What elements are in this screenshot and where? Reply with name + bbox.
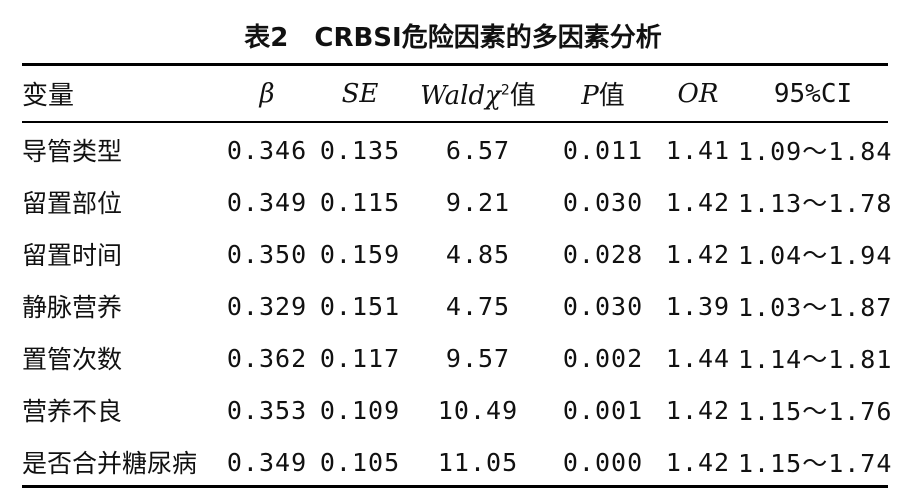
header-p: P值 (548, 66, 658, 121)
cell-or: 1.39 (665, 291, 731, 321)
cell-variable: 静脉营养 (22, 293, 123, 322)
header-variable: 变量 (22, 81, 75, 111)
cell-se: 0.109 (319, 395, 401, 425)
cell-wald: 10.49 (437, 395, 519, 425)
cell-wald: 11.05 (437, 447, 519, 477)
header-ci: 95%CI (773, 78, 853, 109)
header-wald-chi: χ (485, 81, 501, 111)
table-row: 置管次数 0.362 0.117 9.57 0.002 1.44 1.14～1.… (22, 332, 893, 384)
cell-beta: 0.362 (226, 343, 308, 373)
table-row: 是否合并糖尿病 0.349 0.105 11.05 0.000 1.42 1.1… (22, 436, 893, 488)
cell-beta: 0.350 (226, 239, 308, 269)
header-wald-sup: 2 (500, 82, 510, 99)
cell-se: 0.115 (319, 187, 401, 217)
header-se: SE (341, 78, 379, 109)
table-row: 留置时间 0.350 0.159 4.85 0.028 1.42 1.04～1.… (22, 228, 893, 280)
cell-variable: 导管类型 (22, 137, 123, 166)
cell-ci: 1.15～1.74 (738, 449, 893, 478)
cell-se: 0.105 (319, 447, 401, 477)
cell-wald: 6.57 (445, 135, 511, 165)
cell-ci: 1.09～1.84 (738, 137, 893, 166)
header-wald: Waldχ2值 (408, 66, 548, 121)
cell-p: 0.011 (562, 135, 644, 165)
cell-ci: 1.14～1.81 (738, 345, 893, 374)
cell-ci: 1.15～1.76 (738, 397, 893, 426)
header-beta: β (259, 78, 275, 109)
header-p-suffix: 值 (598, 81, 625, 111)
header-row: 变量 β SE Waldχ2值 P值 OR 95%CI (22, 66, 888, 121)
cell-variable: 留置部位 (22, 189, 123, 218)
cell-p: 0.028 (562, 239, 644, 269)
cell-or: 1.42 (665, 187, 731, 217)
cell-p: 0.002 (562, 343, 644, 373)
cell-p: 0.001 (562, 395, 644, 425)
cell-se: 0.159 (319, 239, 401, 269)
cell-or: 1.42 (665, 395, 731, 425)
cell-beta: 0.346 (226, 135, 308, 165)
cell-beta: 0.329 (226, 291, 308, 321)
cell-variable: 营养不良 (22, 397, 123, 426)
cell-beta: 0.349 (226, 447, 308, 477)
regression-table: 变量 β SE Waldχ2值 P值 OR 95%CI 导管类型 0.346 0… (22, 66, 893, 488)
cell-p: 0.030 (562, 187, 644, 217)
cell-ci: 1.13～1.78 (738, 189, 893, 218)
table-row: 营养不良 0.353 0.109 10.49 0.001 1.42 1.15～1… (22, 384, 893, 436)
cell-beta: 0.353 (226, 395, 308, 425)
cell-wald: 9.57 (445, 343, 511, 373)
cell-or: 1.42 (665, 447, 731, 477)
cell-variable: 留置时间 (22, 241, 123, 270)
top-rule (22, 63, 888, 66)
cell-or: 1.44 (665, 343, 731, 373)
cell-wald: 4.85 (445, 239, 511, 269)
cell-p: 0.000 (562, 447, 644, 477)
cell-ci: 1.03～1.87 (738, 293, 893, 322)
cell-wald: 9.21 (445, 187, 511, 217)
cell-variable: 置管次数 (22, 345, 123, 374)
cell-or: 1.41 (665, 135, 731, 165)
cell-ci: 1.04～1.94 (738, 241, 893, 270)
cell-se: 0.135 (319, 135, 401, 165)
header-wald-suffix: 值 (509, 81, 536, 111)
table-title: 表2 CRBSI危险因素的多因素分析 (244, 23, 662, 53)
cell-p: 0.030 (562, 291, 644, 321)
cell-wald: 4.75 (445, 291, 511, 321)
header-rule (22, 121, 888, 123)
header-wald-prefix: Wald (420, 81, 486, 111)
table-row: 留置部位 0.349 0.115 9.21 0.030 1.42 1.13～1.… (22, 176, 893, 228)
header-or: OR (677, 78, 719, 109)
cell-variable: 是否合并糖尿病 (22, 449, 198, 478)
cell-se: 0.117 (319, 343, 401, 373)
table-row: 导管类型 0.346 0.135 6.57 0.011 1.41 1.09～1.… (22, 121, 893, 176)
table-row: 静脉营养 0.329 0.151 4.75 0.030 1.39 1.03～1.… (22, 280, 893, 332)
cell-se: 0.151 (319, 291, 401, 321)
cell-or: 1.42 (665, 239, 731, 269)
header-p-letter: P (581, 81, 599, 111)
bottom-rule (22, 485, 888, 488)
cell-beta: 0.349 (226, 187, 308, 217)
